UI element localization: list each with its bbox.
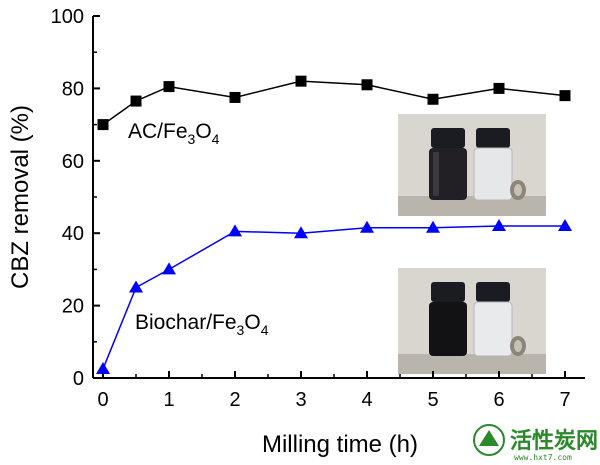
y-tick-label: 40 (62, 223, 84, 245)
x-tick-label: 3 (295, 389, 306, 411)
vial-photo-ac (398, 114, 546, 216)
data-point-square (559, 90, 571, 102)
x-tick-label: 5 (427, 389, 438, 411)
x-axis-title: Milling time (h) (262, 431, 418, 458)
x-tick-label: 6 (493, 389, 504, 411)
y-tick-label: 0 (73, 368, 84, 390)
data-point-triangle (228, 224, 242, 237)
watermark-logo-icon (473, 424, 505, 456)
y-tick-label: 100 (51, 6, 84, 28)
data-point-triangle (96, 361, 110, 374)
x-tick-label: 7 (559, 389, 570, 411)
data-point-square (427, 93, 439, 105)
y-tick-label: 60 (62, 151, 84, 173)
x-tick-label: 0 (97, 389, 108, 411)
watermark-text: 活性炭网 (510, 428, 598, 454)
data-point-triangle (294, 226, 308, 239)
data-point-triangle (129, 280, 143, 293)
x-tick-label: 2 (229, 389, 240, 411)
data-point-triangle (426, 220, 440, 233)
watermark: 活性炭网 www.hxt7.com (473, 424, 598, 462)
y-axis-title: CBZ removal (%) (7, 105, 34, 289)
y-tick-label: 20 (62, 296, 84, 318)
data-point-square (97, 119, 109, 131)
data-point-triangle (162, 262, 176, 275)
x-tick-label: 1 (163, 389, 174, 411)
data-point-square (130, 95, 142, 107)
x-tick-label: 4 (361, 389, 372, 411)
data-point-square (361, 79, 373, 91)
data-point-square (295, 75, 307, 87)
vial-photo-biochar (398, 268, 546, 374)
series-label-biochar: Biochar/Fe3O4 (135, 311, 269, 338)
data-point-square (493, 82, 505, 94)
data-point-square (229, 91, 241, 103)
y-tick-label: 80 (62, 78, 84, 100)
data-point-square (163, 81, 175, 93)
watermark-url: www.hxt7.com (514, 453, 572, 462)
data-point-triangle (360, 220, 374, 233)
data-point-triangle (558, 218, 572, 231)
data-point-triangle (492, 218, 506, 231)
series-label-ac: AC/Fe3O4 (128, 120, 220, 147)
